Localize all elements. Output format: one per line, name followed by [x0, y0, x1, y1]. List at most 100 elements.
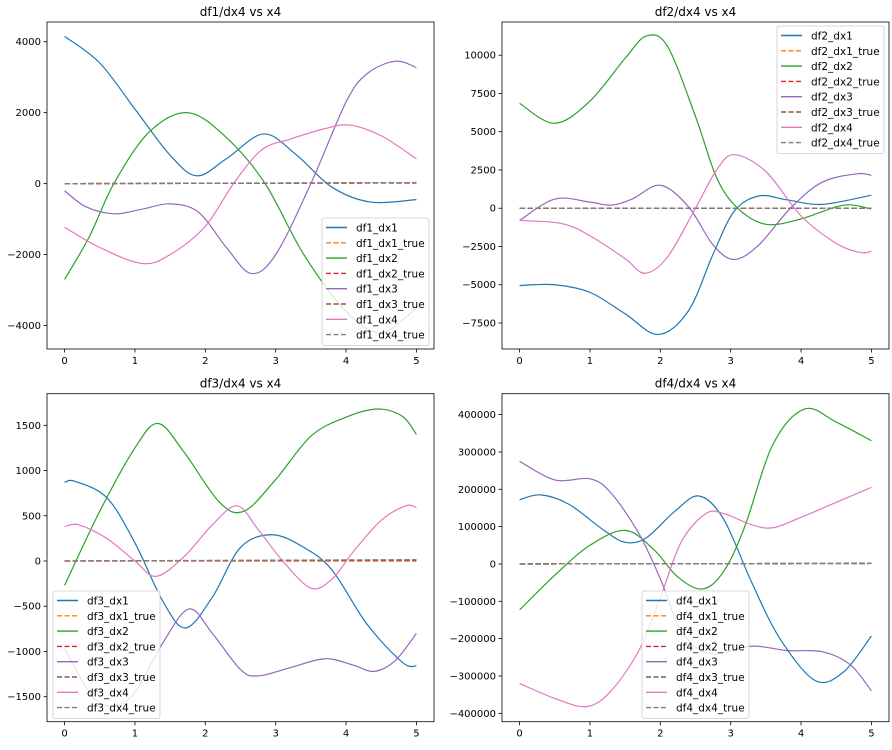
x-tick-label: 1 [587, 356, 593, 367]
legend-label: df2_dx4_true [811, 138, 880, 150]
legend-label: df3_dx1_true [87, 611, 156, 623]
legend-label: df4_dx2_true [676, 641, 745, 653]
y-tick-label: −400000 [449, 709, 496, 720]
subplot-4: df4/dx4 vs x4 0 1 2 3 4 5 −400000 −300000 −200000… [449, 377, 890, 740]
x-tick-label: 3 [727, 729, 733, 740]
legend-label: df1_dx2_true [356, 268, 425, 280]
subplot-title: df1/dx4 vs x4 [200, 5, 282, 19]
x-tick-label: 2 [202, 729, 208, 740]
plot-area [519, 34, 872, 336]
y-tick-label: 2000 [16, 108, 41, 119]
y-tick-label: 4000 [16, 37, 41, 48]
legend-label: df4_dx3_true [676, 672, 745, 684]
axes-frame [46, 21, 435, 350]
series-line-df3_dx4_true [64, 559, 417, 562]
legend: df1_dx1 df1_dx1_true df1_dx2 df1_dx2_truedf… [321, 217, 430, 346]
series-line-df2_dx1 [519, 194, 872, 336]
legend-label: df2_dx3_true [811, 107, 880, 119]
x-tick-label: 4 [798, 356, 804, 367]
axes-frame [501, 21, 890, 350]
y-tick-label: −300000 [449, 671, 496, 682]
series-line-df4_dx1 [519, 494, 872, 684]
y-tick-label: −4000 [7, 321, 41, 332]
legend-box [641, 590, 750, 719]
legend-label: df1_dx4_true [356, 330, 425, 342]
y-tick-label: −2000 [7, 250, 41, 261]
y-tick-label: 7500 [471, 89, 496, 100]
y-tick-label: −5000 [462, 280, 496, 291]
subplot-1: df1/dx4 vs x4 0 1 2 3 4 5 −4000 −2000 0 2000 4000 df… [7, 5, 435, 367]
legend-label: df3_dx4 [87, 687, 129, 699]
series-line-df3_dx1 [64, 479, 417, 668]
x-tick-label: 4 [343, 356, 349, 367]
x-tick-label: 5 [868, 729, 874, 740]
y-tick-label: 1000 [16, 466, 41, 477]
legend-box [776, 25, 885, 154]
legend-label: df3_dx1 [87, 596, 129, 608]
legend-label: df2_dx3 [811, 92, 853, 104]
legend-label: df2_dx2 [811, 61, 853, 73]
y-tick-label: 0 [35, 557, 41, 568]
subplot-title: df3/dx4 vs x4 [200, 377, 282, 391]
y-tick-label: −7500 [462, 318, 496, 329]
series-line-df2_dx4 [519, 154, 872, 274]
y-tick-label: −1500 [7, 692, 41, 703]
series-line-df1_dx4 [64, 124, 417, 265]
x-tick-label: 5 [413, 729, 419, 740]
x-tick-label: 3 [272, 729, 278, 740]
legend-label: df2_dx2_true [811, 76, 880, 88]
y-tick-label: 200000 [458, 485, 496, 496]
y-tick-label: −500 [14, 602, 41, 613]
legend-label: df3_dx3 [87, 657, 129, 669]
legend-label: df4_dx2 [676, 626, 718, 638]
x-tick-label: 5 [413, 356, 419, 367]
x-tick-label: 1 [587, 729, 593, 740]
x-tick-label: 1 [132, 356, 138, 367]
legend-label: df3_dx2 [87, 626, 129, 638]
y-tick-label: 500 [22, 511, 41, 522]
legend-label: df4_dx4 [676, 687, 718, 699]
series-line-df4_dx4 [519, 486, 872, 708]
subplot-2: df2/dx4 vs x4 0 1 2 3 4 5 −7500 −5000 −2500 0 2500 5… [462, 5, 890, 367]
legend-label: df2_dx1_true [811, 46, 880, 58]
axes-frame [501, 393, 890, 723]
legend-label: df1_dx1_true [356, 238, 425, 250]
series-line-df2_dx3 [519, 172, 872, 261]
x-tick-label: 0 [61, 356, 67, 367]
legend-label: df4_dx1 [676, 596, 718, 608]
y-tick-label: −1000 [7, 647, 41, 658]
series-line-df1_dx1 [64, 35, 417, 204]
x-tick-label: 2 [657, 729, 663, 740]
series-line-df3_dx4 [64, 504, 417, 590]
x-tick-label: 2 [202, 356, 208, 367]
legend-label: df1_dx1 [356, 223, 398, 235]
series-line-df2_dx2 [519, 34, 872, 226]
y-tick-label: 2500 [471, 165, 496, 176]
x-tick-label: 5 [868, 356, 874, 367]
y-tick-label: −2500 [462, 242, 496, 253]
series-line-df4_dx2 [519, 407, 872, 611]
y-tick-label: 400000 [458, 410, 496, 421]
legend-box [52, 590, 161, 719]
legend-label: df1_dx2 [356, 253, 398, 265]
series-line-df1_dx4_true [64, 181, 417, 185]
y-tick-label: 5000 [471, 127, 496, 138]
legend: df4_dx1 df4_dx1_true df4_dx2 df4_dx2_truedf… [641, 590, 750, 719]
legend-label: df1_dx4 [356, 314, 398, 326]
x-tick-label: 4 [343, 729, 349, 740]
x-tick-label: 0 [516, 356, 522, 367]
legend-label: df4_dx3 [676, 657, 718, 669]
subplot-3: df3/dx4 vs x4 0 1 2 3 4 5 −1500 −1000 −500 0 500 100… [7, 377, 435, 740]
y-tick-label: 100000 [458, 522, 496, 533]
x-tick-label: 3 [727, 356, 733, 367]
x-tick-label: 0 [61, 729, 67, 740]
legend: df2_dx1 df2_dx1_true df2_dx2 df2_dx2_truedf… [776, 25, 885, 154]
x-tick-label: 0 [516, 729, 522, 740]
y-tick-label: 0 [35, 179, 41, 190]
x-tick-label: 1 [132, 729, 138, 740]
legend-label: df2_dx4 [811, 122, 853, 134]
axes-frame [46, 393, 435, 723]
legend-label: df3_dx2_true [87, 641, 156, 653]
x-tick-label: 3 [272, 356, 278, 367]
